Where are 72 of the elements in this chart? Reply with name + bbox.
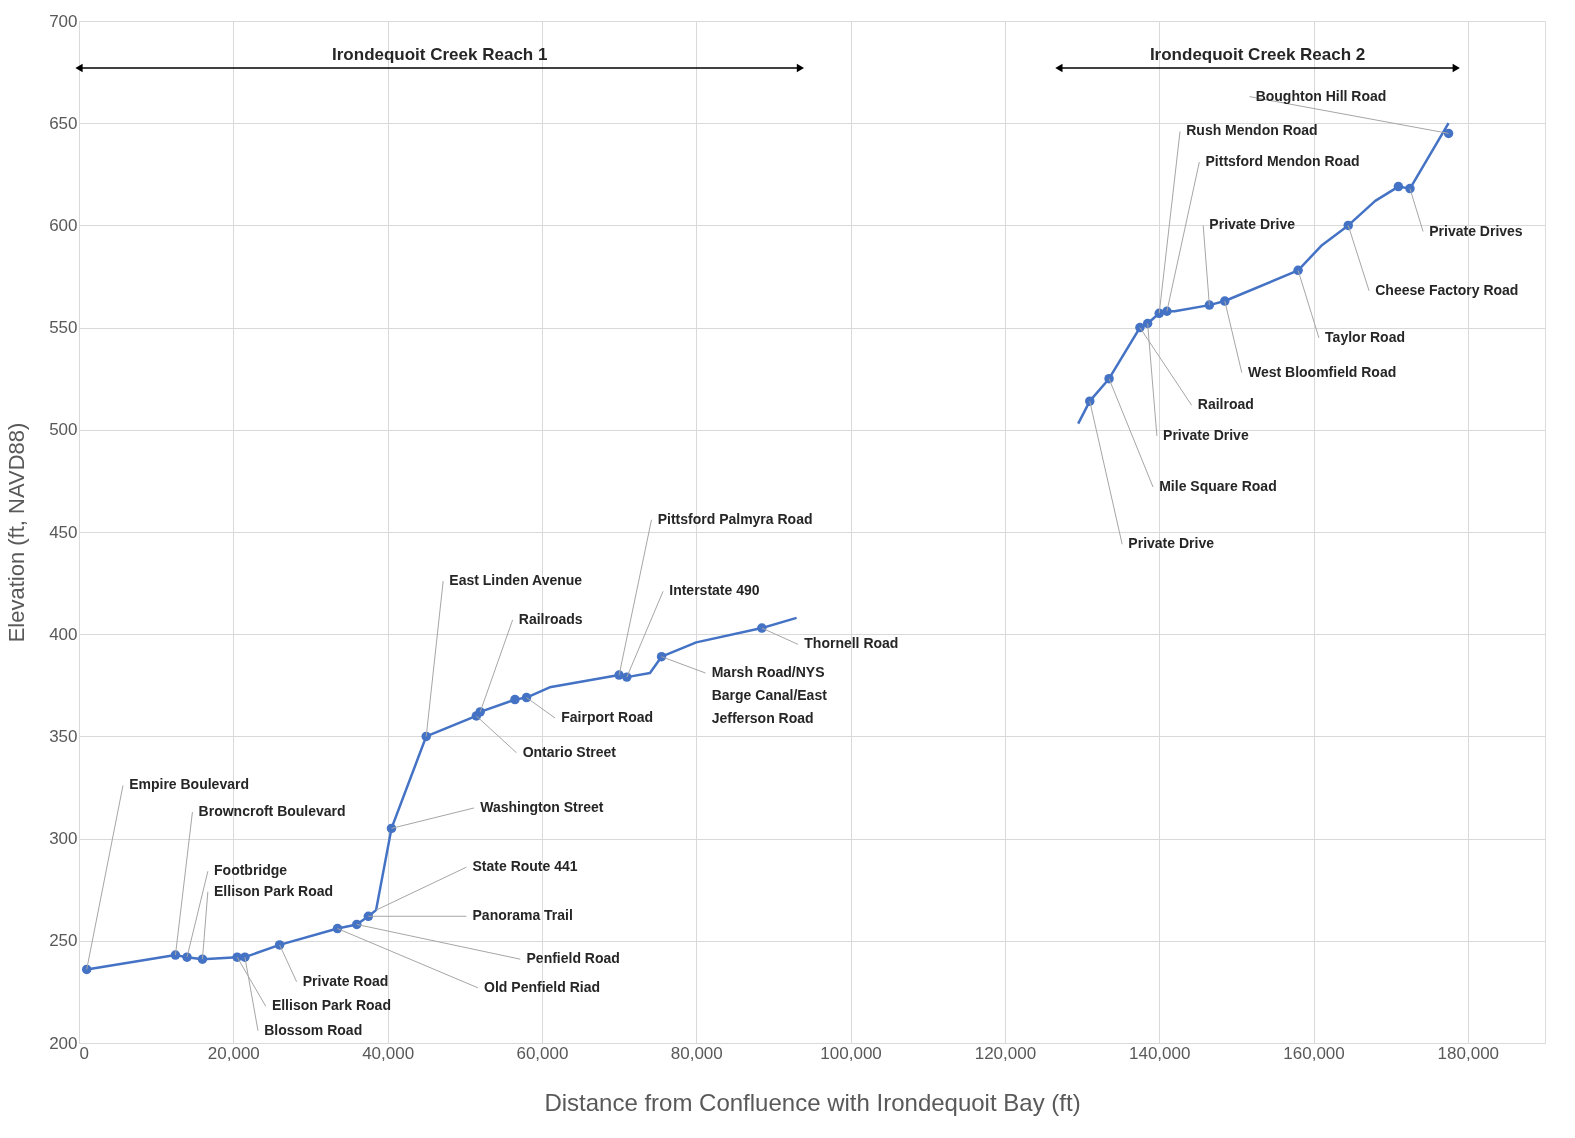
point bbox=[421, 731, 431, 742]
y-tick-label: 550 bbox=[49, 318, 78, 338]
x-tick-label: 140,000 bbox=[1128, 1043, 1191, 1063]
y-tick-label: 350 bbox=[49, 726, 78, 746]
annotation: Private Road bbox=[302, 972, 389, 989]
x-tick-label: 20,000 bbox=[207, 1043, 260, 1063]
x-axis-title: Distance from Confluence with Irondequoit Bay (ft) bbox=[544, 1088, 1081, 1116]
annotation: Boughton Hill Road bbox=[1255, 87, 1387, 104]
y-tick-label: 300 bbox=[49, 829, 78, 849]
point bbox=[386, 823, 397, 834]
annotation: Interstate 490 bbox=[669, 582, 760, 599]
annotation: Blossom Road bbox=[264, 1021, 363, 1038]
x-tick-label: 60,000 bbox=[516, 1043, 569, 1063]
x-tick-label: 40,000 bbox=[362, 1043, 415, 1063]
y-tick-label: 600 bbox=[49, 215, 78, 235]
point bbox=[1085, 396, 1095, 406]
annotation: Thornell Road bbox=[804, 635, 899, 652]
annotation: Ellison Park Road bbox=[214, 882, 334, 899]
annotation: Rush Mendon Road bbox=[1186, 122, 1318, 139]
y-tick-label: 250 bbox=[49, 931, 78, 951]
point bbox=[1104, 373, 1114, 384]
annotation: Marsh Road/NYS Barge Canal/East Jefferson Road bbox=[711, 664, 828, 727]
y-tick-label: 700 bbox=[49, 11, 78, 31]
annotation: Cheese Factory Road bbox=[1375, 281, 1519, 298]
annotation: Panorama Trail bbox=[472, 907, 573, 924]
annotation: West Bloomfield Road bbox=[1247, 363, 1397, 380]
annotation: Browncroft Boulevard bbox=[198, 803, 346, 820]
annotation: Ontario Street bbox=[522, 743, 617, 760]
x-tick-label: 160,000 bbox=[1283, 1043, 1345, 1063]
annotation: Irondequoit Creek Reach 2 bbox=[1149, 45, 1366, 65]
annotation: Railroad bbox=[1197, 396, 1254, 413]
annotation: Empire Boulevard bbox=[129, 776, 249, 793]
annotation: Pittsford Palmyra Road bbox=[657, 510, 813, 527]
annotation: Old Penfield Riad bbox=[484, 978, 600, 995]
y-tick-label: 650 bbox=[49, 113, 78, 133]
annotation: Penfield Road bbox=[526, 950, 620, 967]
point bbox=[622, 672, 632, 682]
x-tick-label: 0 bbox=[79, 1043, 89, 1063]
x-tick-label: 80,000 bbox=[670, 1043, 723, 1063]
annotation: Ellison Park Road bbox=[271, 997, 391, 1014]
point bbox=[475, 707, 485, 717]
annotation: State Route 441 bbox=[472, 858, 578, 875]
annotation: Private Drive bbox=[1128, 535, 1215, 552]
point bbox=[1393, 181, 1404, 192]
point bbox=[510, 694, 520, 705]
y-tick-label: 400 bbox=[49, 624, 78, 644]
y-axis-title: Elevation (ft, NAVD88) bbox=[4, 422, 30, 643]
point bbox=[1293, 265, 1303, 276]
point bbox=[240, 952, 250, 962]
point bbox=[1162, 306, 1172, 316]
y-tick-label: 500 bbox=[49, 420, 78, 440]
annotation: East Linden Avenue bbox=[449, 572, 583, 589]
annotation: Private Drive bbox=[1209, 216, 1296, 233]
point bbox=[352, 919, 362, 930]
annotation: Private Drive bbox=[1163, 426, 1249, 443]
y-tick-label: 200 bbox=[49, 1033, 78, 1053]
point bbox=[757, 623, 767, 633]
annotation: Mile Square Road bbox=[1159, 478, 1277, 495]
x-tick-label: 100,000 bbox=[820, 1043, 882, 1063]
annotation: Railroads bbox=[518, 610, 583, 627]
point bbox=[1142, 318, 1153, 329]
annotation: Irondequoit Creek Reach 1 bbox=[332, 45, 548, 65]
annotation: Fairport Road bbox=[561, 709, 654, 725]
annotation: Washington Street bbox=[480, 798, 604, 815]
y-tick-label: 450 bbox=[49, 522, 78, 542]
x-tick-label: 120,000 bbox=[974, 1043, 1037, 1063]
x-tick-label: 180,000 bbox=[1437, 1043, 1500, 1063]
annotation: Footbridge bbox=[214, 862, 288, 879]
annotation: Taylor Road bbox=[1325, 328, 1405, 345]
annotation: Pittsford Mendon Road bbox=[1205, 153, 1360, 170]
point bbox=[521, 692, 532, 703]
annotation: Private Drives bbox=[1429, 222, 1523, 239]
